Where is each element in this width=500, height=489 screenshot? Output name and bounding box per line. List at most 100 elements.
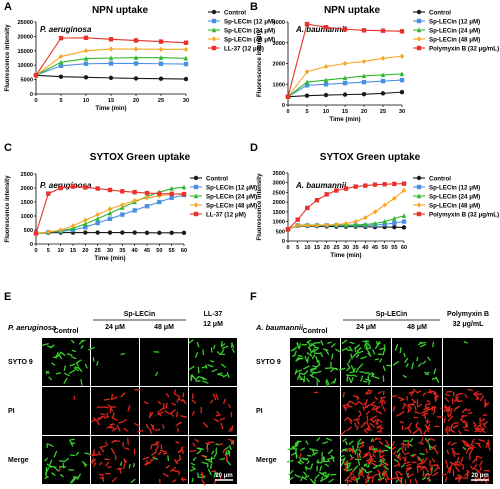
panel-letter: F — [250, 291, 257, 303]
bacterium — [298, 342, 302, 350]
bacterium — [449, 461, 454, 465]
bacterium — [160, 449, 167, 453]
bacterium — [164, 410, 171, 415]
bacterium — [303, 375, 306, 383]
data-point — [342, 75, 348, 81]
micrograph-cell — [391, 387, 444, 437]
bacterium — [478, 425, 485, 430]
x-tick-label: 35 — [119, 248, 125, 254]
bacterium — [407, 406, 410, 412]
bacterium — [371, 404, 379, 408]
bacterium — [134, 422, 140, 427]
x-tick-label: 10 — [83, 98, 89, 104]
data-point — [392, 216, 397, 221]
bacterium — [53, 465, 59, 472]
bacterium — [429, 388, 432, 394]
bacterium — [296, 373, 301, 380]
bacterium — [69, 478, 75, 484]
bacterium — [64, 372, 70, 377]
data-point — [401, 219, 407, 224]
bacterium — [210, 347, 213, 353]
bacterium — [365, 378, 371, 382]
bacterium — [446, 467, 451, 474]
y-tick-label: 2000 — [273, 62, 285, 68]
x-tick-label: 55 — [169, 248, 175, 254]
bacterium — [294, 369, 298, 375]
bacterium — [220, 343, 226, 348]
bacterium — [353, 367, 356, 373]
legend: Control Sp-LECin (12 μM) Sp-LECin (24 μM) S… — [208, 9, 275, 52]
bacterium — [420, 437, 424, 443]
bacterium — [342, 457, 346, 464]
x-tick-label: 50 — [382, 245, 388, 251]
bacterium — [360, 356, 367, 360]
bacterium — [120, 392, 126, 398]
bacterium — [345, 440, 348, 445]
bacterium — [72, 476, 79, 478]
bacterium — [368, 452, 372, 458]
bacterium — [364, 340, 368, 348]
bacterium — [355, 367, 360, 373]
bacterium — [447, 412, 450, 418]
bacterium — [403, 452, 410, 456]
bacterium — [430, 467, 433, 474]
data-point — [133, 55, 139, 60]
bacterium — [162, 452, 168, 455]
x-tick-label: 55 — [391, 245, 397, 251]
bacterium — [379, 456, 385, 460]
bacterium — [346, 374, 349, 382]
bacterium — [352, 445, 355, 452]
bacterium — [316, 461, 322, 464]
data-point — [158, 46, 164, 52]
data-point — [399, 29, 405, 34]
bacterium — [456, 405, 460, 409]
bacterium — [175, 421, 181, 427]
bacterium — [382, 348, 386, 356]
legend-label: Control — [206, 175, 228, 182]
y-tick-label: 10000 — [17, 63, 33, 69]
data-point — [33, 231, 39, 236]
bacterium — [165, 393, 170, 398]
bacterium — [461, 408, 467, 413]
data-point — [372, 220, 378, 226]
bacterium — [231, 343, 235, 349]
bacterium — [411, 453, 417, 458]
bacterium — [365, 399, 368, 405]
column-label: Control — [54, 328, 79, 335]
bacterium — [363, 380, 368, 383]
legend-marker — [416, 36, 422, 42]
bacterium — [461, 415, 468, 417]
micrograph-background — [392, 436, 442, 484]
bacterium — [396, 413, 402, 417]
bacterium — [298, 453, 302, 459]
bacterium — [390, 477, 398, 480]
bacterium — [434, 395, 438, 400]
bacterium — [444, 428, 449, 436]
bacterium — [455, 457, 460, 464]
data-point — [70, 223, 76, 229]
bacterium — [412, 388, 419, 394]
data-point — [169, 185, 174, 191]
bacterium — [378, 463, 385, 467]
micrograph-cell — [441, 436, 493, 484]
bacterium — [346, 349, 351, 352]
data-point — [169, 191, 174, 197]
x-tick-label: 20 — [324, 245, 330, 251]
bacterium — [209, 360, 215, 363]
bacterium — [201, 366, 207, 369]
bacterium — [468, 448, 474, 456]
bacterium — [473, 424, 478, 431]
micrograph-cell — [340, 387, 391, 436]
data-point — [83, 185, 88, 190]
panel-letter: C — [4, 142, 12, 154]
bacterium — [348, 440, 354, 445]
bacterium — [382, 365, 386, 372]
data-point — [132, 230, 137, 235]
bacterium — [407, 407, 412, 414]
bacterium — [405, 463, 412, 467]
bacterium — [110, 447, 116, 455]
bacterium — [346, 362, 351, 369]
x-tick-label: 15 — [70, 248, 76, 254]
bacterium — [191, 466, 196, 470]
bacterium — [480, 418, 486, 422]
